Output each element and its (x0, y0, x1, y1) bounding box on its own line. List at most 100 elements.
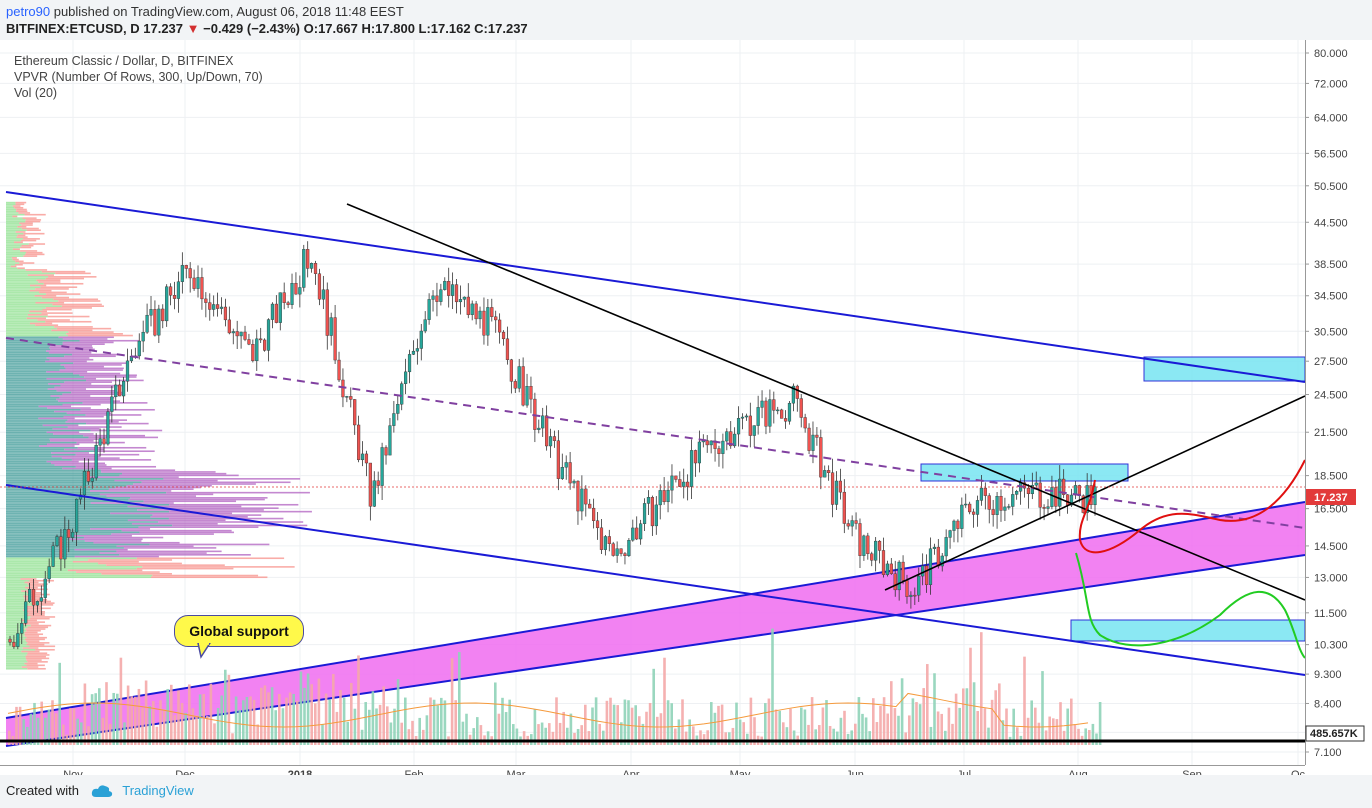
vp-row-up (6, 339, 80, 342)
candle-body (991, 509, 995, 515)
vp-row-up (6, 279, 37, 282)
chart-area[interactable]: 80.000 72.000 64.000 56.500 50.500 44.500 38.5… (0, 40, 1372, 775)
volume-bar (371, 691, 375, 745)
vp-row-up (6, 650, 22, 653)
vp-row-up (6, 541, 94, 544)
volume-bar (904, 732, 907, 745)
candle-body (1050, 487, 1054, 507)
vp-row-up (6, 362, 74, 364)
volume-bar (1062, 730, 1066, 745)
volume-bar (472, 728, 475, 745)
candle-body (286, 302, 290, 305)
vp-row-down (34, 295, 57, 297)
volume-bar (1091, 723, 1095, 745)
price-tick-label: 24.500 (1314, 390, 1348, 402)
candle-body (756, 407, 760, 426)
candle-body (153, 309, 157, 336)
volume-bar (198, 694, 202, 745)
candle-body (12, 641, 16, 647)
vp-row-down (60, 364, 122, 366)
vp-row-up (6, 576, 151, 579)
candle-body (795, 385, 799, 399)
vp-row-down (51, 452, 89, 454)
candle-body (901, 561, 905, 581)
candle-body (666, 489, 670, 503)
vp-row-down (37, 319, 70, 321)
vp-row-down (90, 490, 172, 492)
vp-row-down (25, 220, 41, 223)
author-link[interactable]: petro90 (6, 4, 51, 19)
volume-bar (908, 715, 911, 745)
volume-bar (368, 709, 371, 745)
vp-row-down (61, 457, 120, 459)
candle-body (952, 520, 956, 531)
candle-body (909, 594, 913, 597)
vp-row-up (6, 486, 116, 489)
candle-body (541, 415, 545, 429)
volume-bar (731, 727, 735, 745)
vp-row-up (6, 236, 17, 238)
vp-row-up (6, 265, 11, 268)
candle-body (513, 381, 517, 389)
price-tick-label: 44.500 (1314, 217, 1348, 229)
vp-row-up (6, 331, 69, 333)
vp-row-down (64, 365, 104, 368)
vp-row-up (6, 445, 40, 447)
volume-bar (699, 730, 702, 745)
candle-body (764, 400, 768, 427)
candle-body (807, 427, 811, 451)
vp-row-down (25, 655, 46, 658)
price-chart[interactable]: 80.000 72.000 64.000 56.500 50.500 44.500 38.5… (0, 40, 1372, 775)
volume-bar (396, 679, 400, 745)
time-tick-label: Mar (507, 769, 526, 775)
vp-row-down (65, 421, 119, 423)
publish-line: petro90 published on TradingView.com, Au… (6, 4, 404, 19)
candle-body (928, 548, 933, 585)
vp-row-up (6, 357, 47, 359)
candle-body (525, 386, 529, 406)
vp-row-up (6, 296, 42, 299)
vp-row-down (149, 543, 270, 546)
tradingview-link[interactable]: TradingView (122, 783, 194, 798)
vp-row-up (6, 281, 39, 283)
vp-row-up (6, 307, 46, 309)
vp-row-down (116, 545, 194, 547)
candle-body (866, 535, 870, 554)
vp-row-down (75, 453, 140, 456)
vp-row-up (6, 251, 27, 254)
volume-bar (123, 722, 126, 745)
vp-row-down (108, 488, 194, 491)
vp-row-up (6, 595, 24, 598)
vp-row-down (29, 310, 48, 313)
vp-row-down (30, 593, 50, 596)
vp-row-up (6, 308, 43, 311)
vp-row-down (29, 579, 54, 582)
volume-bar (148, 706, 151, 745)
candle-body (560, 467, 564, 479)
global-support-callout[interactable]: Global support (174, 615, 304, 647)
vp-row-up (6, 327, 57, 330)
vp-row-down (35, 648, 55, 651)
volume-bar (879, 705, 882, 745)
vp-row-down (12, 258, 19, 261)
target-zone-high (1143, 356, 1306, 382)
vp-row-up (6, 206, 15, 209)
candle-body (885, 563, 890, 575)
candle-body (94, 445, 98, 479)
volume-bar (810, 697, 814, 745)
vp-row-up (6, 324, 36, 326)
vp-row-down (25, 657, 50, 660)
candle-body (662, 490, 666, 503)
candle-body (263, 339, 267, 351)
volume-bar (1052, 718, 1055, 745)
volume-bar (479, 725, 483, 745)
vp-row-up (6, 426, 68, 428)
price-tick-label: 21.500 (1314, 427, 1348, 439)
candle-body (415, 348, 419, 352)
candle-body (372, 480, 376, 507)
volume-bar (911, 698, 915, 745)
candle-body (1069, 494, 1074, 506)
volume-bar (663, 657, 666, 745)
volume-bar (936, 711, 940, 745)
volume-bar (497, 713, 501, 745)
